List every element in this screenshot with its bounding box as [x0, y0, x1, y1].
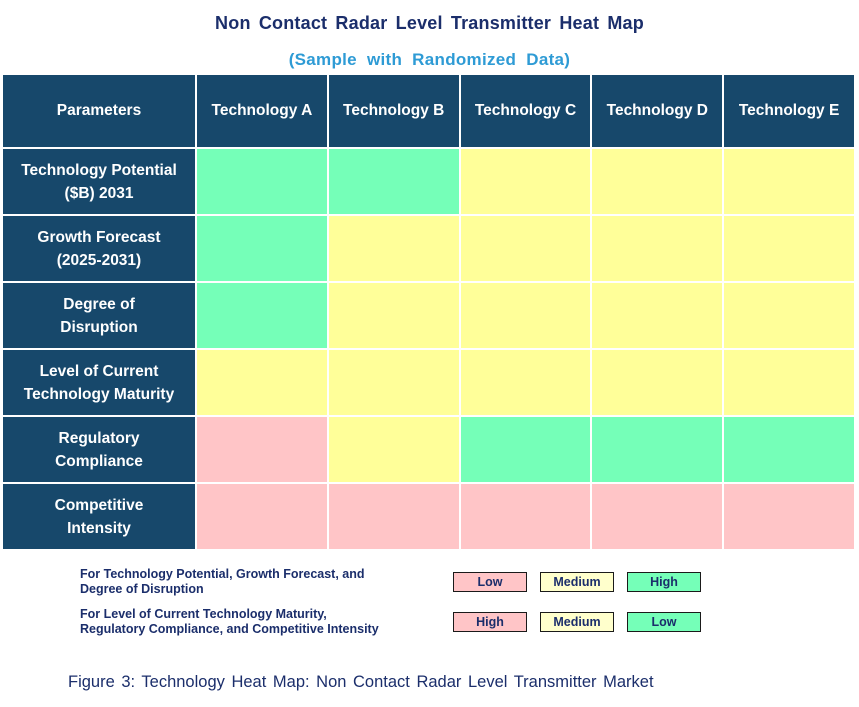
table-row: Regulatory Compliance	[3, 417, 854, 482]
page-subtitle: (Sample with Randomized Data)	[288, 50, 571, 69]
legend-boxes: Low Medium High	[453, 572, 701, 592]
heatmap-cell	[328, 350, 459, 415]
table-row: Technology Potential ($B) 2031	[3, 149, 854, 214]
heatmap-cell	[197, 350, 327, 415]
heatmap-cell	[460, 350, 591, 415]
column-header: Technology C	[460, 75, 591, 147]
legend-chip-low: Low	[627, 612, 701, 632]
heatmap-cell	[592, 149, 723, 214]
heatmap-cell	[328, 216, 459, 281]
legend-row: For Technology Potential, Growth Forecas…	[80, 566, 829, 598]
legend-description: For Technology Potential, Growth Forecas…	[80, 566, 365, 597]
row-label: Level of Current Technology Maturity	[3, 350, 195, 415]
row-label: Competitive Intensity	[3, 484, 195, 549]
column-header: Technology A	[197, 75, 327, 147]
heatmap-cell	[460, 484, 591, 549]
table-row: Degree of Disruption	[3, 283, 854, 348]
heatmap-cell	[460, 216, 591, 281]
parameters-header: Parameters	[3, 75, 195, 147]
heatmap-cell	[197, 484, 327, 549]
table-row: Growth Forecast (2025-2031)	[3, 216, 854, 281]
legend-chip-high: High	[453, 612, 527, 632]
heatmap-cell	[197, 149, 327, 214]
heatmap-cell	[460, 283, 591, 348]
legend: For Technology Potential, Growth Forecas…	[80, 566, 829, 638]
legend-boxes: High Medium Low	[453, 612, 701, 632]
heatmap-cell	[724, 417, 854, 482]
legend-row: For Level of Current Technology Maturity…	[80, 606, 829, 638]
page-title: Non Contact Radar Level Transmitter Heat…	[215, 13, 644, 33]
row-label: Growth Forecast (2025-2031)	[3, 216, 195, 281]
heatmap-cell	[724, 350, 854, 415]
heatmap-cell	[592, 484, 723, 549]
column-header: Technology B	[328, 75, 459, 147]
heatmap-cell	[197, 216, 327, 281]
heatmap-cell	[460, 149, 591, 214]
heatmap-cell	[724, 216, 854, 281]
heatmap-cell	[328, 283, 459, 348]
heatmap-cell	[724, 283, 854, 348]
heatmap-cell	[328, 149, 459, 214]
heatmap-cell	[592, 350, 723, 415]
row-label: Degree of Disruption	[3, 283, 195, 348]
heatmap-cell	[592, 216, 723, 281]
heatmap-cell	[724, 484, 854, 549]
header-row: Parameters Technology A Technology B Techno…	[3, 75, 854, 147]
heatmap-cell	[197, 417, 327, 482]
column-header: Technology D	[592, 75, 723, 147]
row-label: Technology Potential ($B) 2031	[3, 149, 195, 214]
heatmap-cell	[592, 417, 723, 482]
column-header: Technology E	[724, 75, 854, 147]
legend-chip-low: Low	[453, 572, 527, 592]
legend-chip-high: High	[627, 572, 701, 592]
heatmap-table: Parameters Technology A Technology B Techno…	[1, 73, 856, 551]
heatmap-cell	[197, 283, 327, 348]
heatmap-cell	[328, 417, 459, 482]
heatmap-cell	[328, 484, 459, 549]
heatmap-cell	[592, 283, 723, 348]
table-row: Competitive Intensity	[3, 484, 854, 549]
figure-caption: Figure 3: Technology Heat Map: Non Conta…	[68, 673, 654, 691]
legend-chip-medium: Medium	[540, 572, 614, 592]
row-label: Regulatory Compliance	[3, 417, 195, 482]
heatmap-cell	[724, 149, 854, 214]
table-row: Level of Current Technology Maturity	[3, 350, 854, 415]
heatmap-cell	[460, 417, 591, 482]
legend-description: For Level of Current Technology Maturity…	[80, 606, 379, 637]
legend-chip-medium: Medium	[540, 612, 614, 632]
